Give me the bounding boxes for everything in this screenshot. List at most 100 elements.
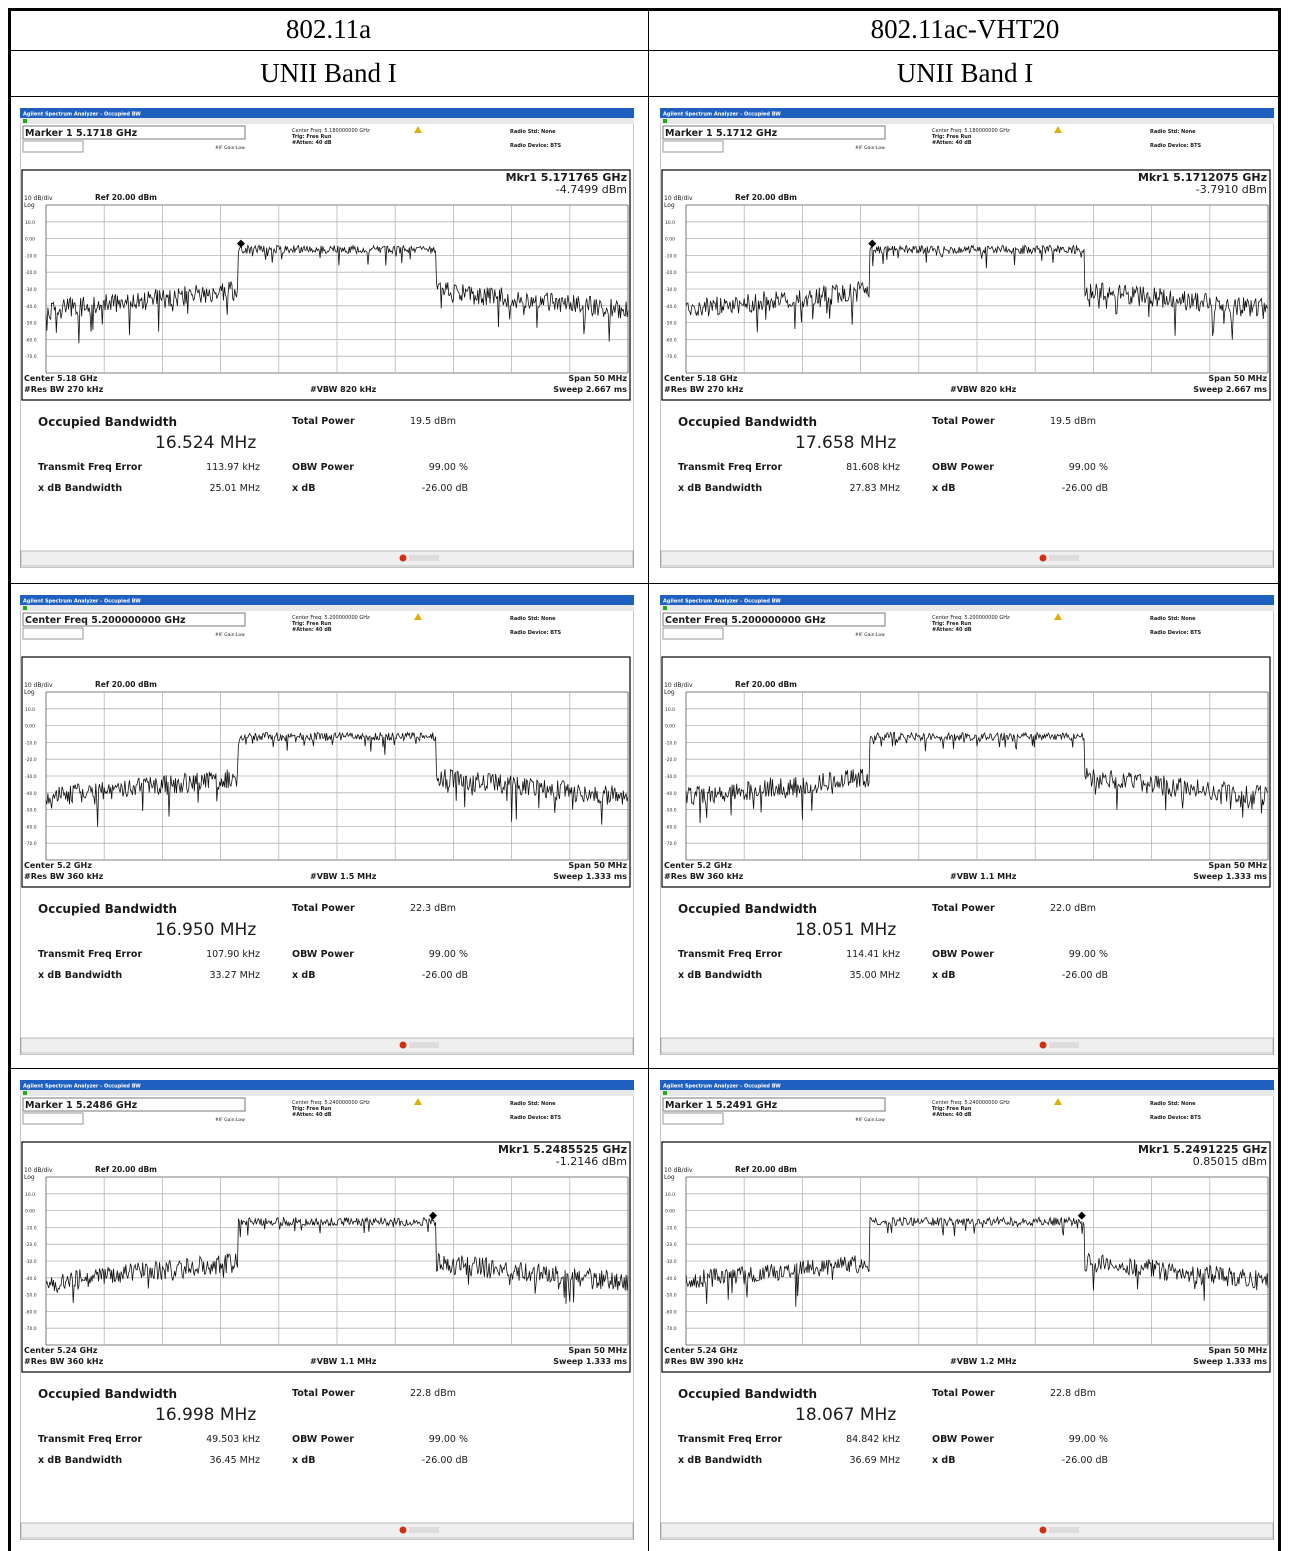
status-icon [399,554,407,562]
status-strip [660,118,1274,124]
radio-std: Radio Std: None [1150,129,1196,135]
res-bw: #Res BW 360 kHz [24,1357,104,1366]
table-frame [8,8,1281,1551]
scale-label: -10.0 [25,1225,37,1231]
warning-icon [414,613,422,620]
readout-box [22,1097,246,1112]
scale-label: -30.0 [665,774,677,780]
readout-box [662,125,886,140]
xdb-label: x dB [932,483,955,494]
graph-frame [21,169,631,401]
vbw: #VBW 1.1 MHz [310,1357,377,1366]
spectrum-trace [45,1216,629,1304]
scale-label: -10.0 [25,740,37,746]
center-freq: Center Freq: 5.180000000 GHz [292,128,370,134]
xdb: -26.00 dB [422,483,468,494]
res-bw: #Res BW 360 kHz [24,872,104,881]
side-box [22,1112,84,1125]
obw-label: Occupied Bandwidth [38,1387,177,1401]
scale-label: 0.00 [25,1209,35,1215]
obw-power: 99.00 % [1069,949,1108,960]
obw-power: 99.00 % [1069,1434,1108,1445]
xdb-bw: 36.45 MHz [209,1455,260,1466]
scale-label: -40.0 [25,1276,37,1282]
msg-bar [660,1037,1274,1054]
marker-diamond [1077,1211,1086,1220]
xdb: -26.00 dB [422,970,468,981]
marker-freq: Mkr1 5.2485525 GHz [498,1143,627,1156]
window-title: Agilent Spectrum Analyzer - Occupied BW [23,112,141,118]
obw-label: Occupied Bandwidth [678,415,817,429]
xdb-bw: 36.69 MHz [849,1455,900,1466]
obw-power-label: OBW Power [292,1434,354,1445]
log: Log [24,1174,35,1181]
side-box [22,140,84,153]
xdb-label: x dB [292,483,315,494]
side-box [662,1112,724,1125]
msg-bar [20,1522,634,1539]
scale-label: -20.0 [25,270,37,276]
tfe-label: Transmit Freq Error [678,949,782,960]
scale: 10 dB/div [24,682,53,689]
scale-label: 10.0 [25,220,35,226]
status-label-box [409,1527,439,1533]
scale-label: 10.0 [25,1192,35,1198]
scale-label: -60.0 [25,1309,37,1315]
image-cell [648,96,1281,583]
ref: Ref 20.00 dBm [735,1165,797,1174]
scale-label: -20.0 [25,757,37,763]
tfe-label: Transmit Freq Error [38,949,142,960]
sweep: Sweep 1.333 ms [1193,872,1267,881]
warning-icon [1054,126,1062,133]
status-led [23,119,27,123]
sweep: Sweep 2.667 ms [553,385,627,394]
log: Log [24,689,35,696]
scale-label: -10.0 [665,1225,677,1231]
readout-box [22,125,246,140]
xdb-label: x dB [292,1455,315,1466]
scale-label: -70.0 [25,354,37,360]
xdb: -26.00 dB [1062,1455,1108,1466]
scale-label: 10.0 [665,707,675,713]
scale: 10 dB/div [664,682,693,689]
log: Log [664,1174,675,1181]
if-gain: #IF Gain:Low [855,1117,885,1123]
status-strip [660,1090,1274,1096]
atten: #Atten: 40 dB [292,627,332,633]
res-bw: #Res BW 360 kHz [664,872,744,881]
scale-label: 0.00 [25,724,35,730]
status-icon [1039,1041,1047,1049]
image-cell [8,1068,648,1551]
vbw: #VBW 820 kHz [310,385,377,394]
status-strip [20,118,634,124]
center-freq: Center Freq: 5.240000000 GHz [932,1100,1010,1106]
scale-label: -60.0 [665,1309,677,1315]
sweep: Sweep 2.667 ms [1193,385,1267,394]
scale-label: 0.00 [665,724,675,730]
radio-std: Radio Std: None [510,129,556,135]
scale-label: -50.0 [25,808,37,814]
vbw: #VBW 820 kHz [950,385,1017,394]
atten: #Atten: 40 dB [932,1112,972,1118]
xdb-bw-label: x dB Bandwidth [38,970,122,981]
image-cell [648,1068,1281,1551]
total-power: 19.5 dBm [1050,416,1096,427]
title-bar [20,1080,634,1090]
header-cell: UNII Band I [8,50,648,96]
radio-device: Radio Device: BTS [510,1115,562,1121]
title-bar [660,595,1274,605]
window-title: Agilent Spectrum Analyzer - Occupied BW [23,1084,141,1090]
span: Span 50 MHz [568,1346,627,1355]
obw-power-label: OBW Power [292,949,354,960]
xdb-bw: 33.27 MHz [209,970,260,981]
span: Span 50 MHz [1208,1346,1267,1355]
obw-power-label: OBW Power [932,1434,994,1445]
readout: Center Freq 5.200000000 GHz [25,615,186,626]
trig: Trig: Free Run [932,621,972,627]
center-freq: Center Freq: 5.180000000 GHz [932,128,1010,134]
spectrum-trace [45,731,629,827]
window-title: Agilent Spectrum Analyzer - Occupied BW [663,112,781,118]
radio-device: Radio Device: BTS [1150,630,1202,636]
scale-label: -20.0 [25,1242,37,1248]
log: Log [664,202,675,209]
